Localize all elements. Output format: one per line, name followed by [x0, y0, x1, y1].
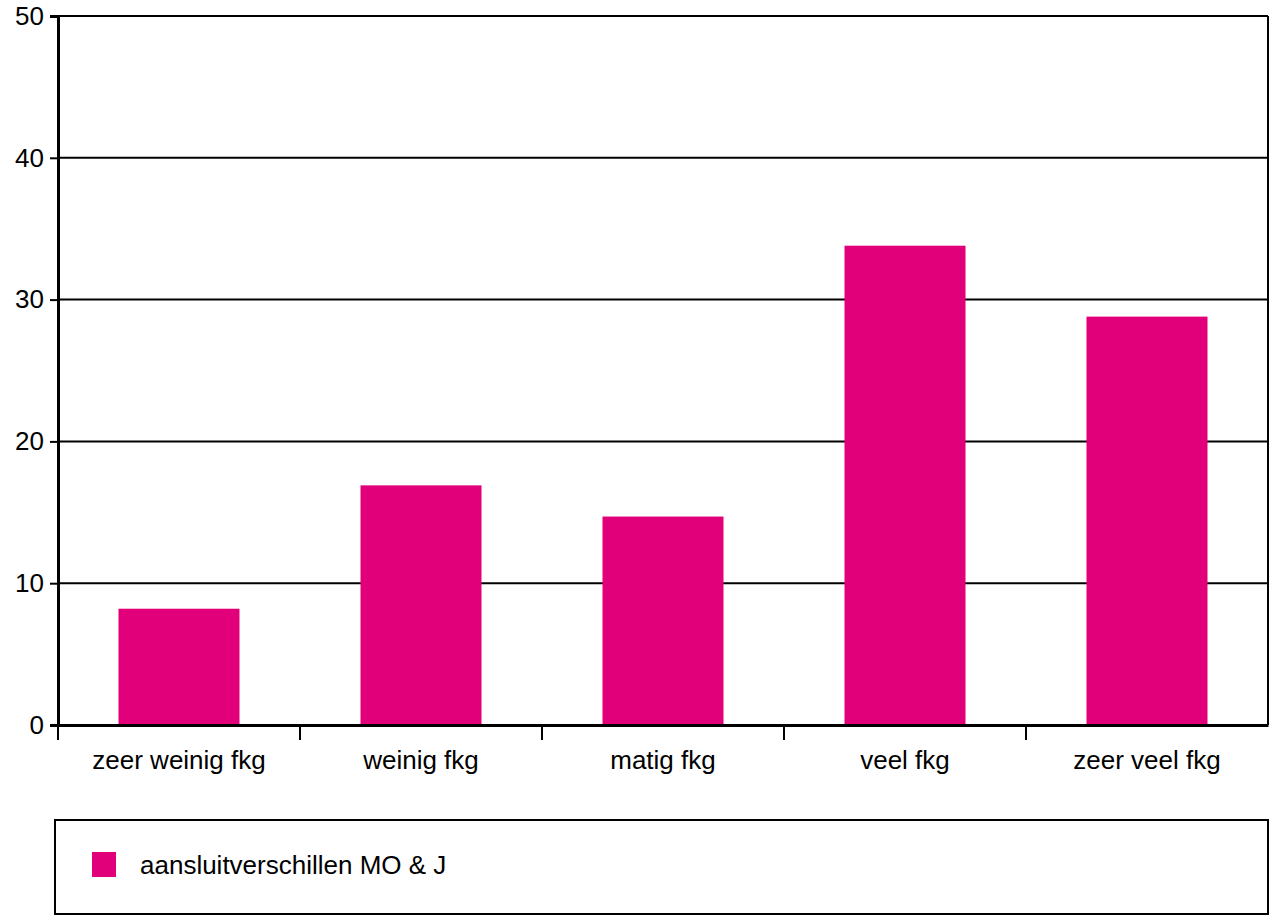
grid-line	[58, 724, 1268, 726]
tick: zeer weinig fkg	[92, 725, 265, 775]
tick: 10	[15, 568, 58, 598]
bar	[361, 485, 482, 725]
tick: matig fkg	[610, 725, 716, 775]
y-axis: 0 10 20 30 40 50	[15, 1, 58, 740]
grid-line	[58, 157, 1268, 159]
chart: 0 10 20 30 40 50 zeer weinig fkg weinig fkg mati…	[0, 0, 1270, 917]
grid-line	[58, 15, 1268, 17]
tick-label: 10	[15, 568, 44, 598]
legend-label: aansluitverschillen MO & J	[140, 850, 446, 880]
bar	[119, 609, 240, 725]
separator	[299, 725, 301, 740]
tick: weinig fkg	[362, 725, 479, 775]
grid	[58, 16, 1268, 725]
tick: 0	[30, 710, 58, 740]
legend: aansluitverschillen MO & J	[55, 820, 1268, 914]
tick-label: 40	[15, 143, 44, 173]
tick-mark	[50, 441, 58, 443]
bar	[603, 517, 724, 725]
bar	[845, 246, 966, 725]
tick: 30	[15, 284, 58, 314]
category-separators	[58, 725, 1026, 740]
axis-line	[59, 724, 1269, 727]
tick: 20	[15, 426, 58, 456]
tick-mark	[50, 157, 58, 159]
tick: veel fkg	[860, 725, 950, 775]
tick-label: weinig fkg	[362, 745, 479, 775]
tick-label: zeer weinig fkg	[92, 745, 265, 775]
grid-line	[58, 299, 1268, 301]
tick: zeer veel fkg	[1073, 725, 1220, 775]
tick-label: matig fkg	[610, 745, 716, 775]
tick-mark	[50, 299, 58, 301]
tick-label: 0	[30, 710, 44, 740]
tick-label: 20	[15, 426, 44, 456]
bar	[1087, 317, 1208, 725]
separator	[1025, 725, 1027, 740]
legend-swatch	[92, 852, 116, 877]
legend-box	[55, 820, 1268, 914]
tick: 50	[15, 1, 58, 31]
separator	[783, 725, 785, 740]
tick-mark	[50, 725, 58, 727]
bars	[119, 246, 1208, 725]
tick-label: 50	[15, 1, 44, 31]
tick-mark	[50, 16, 58, 18]
tick-label: veel fkg	[860, 745, 950, 775]
frame	[1267, 16, 1269, 725]
separator	[57, 725, 59, 740]
separator	[541, 725, 543, 740]
tick-label: 30	[15, 284, 44, 314]
tick: 40	[15, 143, 58, 173]
tick-mark	[50, 583, 58, 585]
x-axis: zeer weinig fkg weinig fkg matig fkg veel f…	[59, 725, 1269, 775]
tick-label: zeer veel fkg	[1073, 745, 1220, 775]
axis-line	[50, 17, 59, 726]
